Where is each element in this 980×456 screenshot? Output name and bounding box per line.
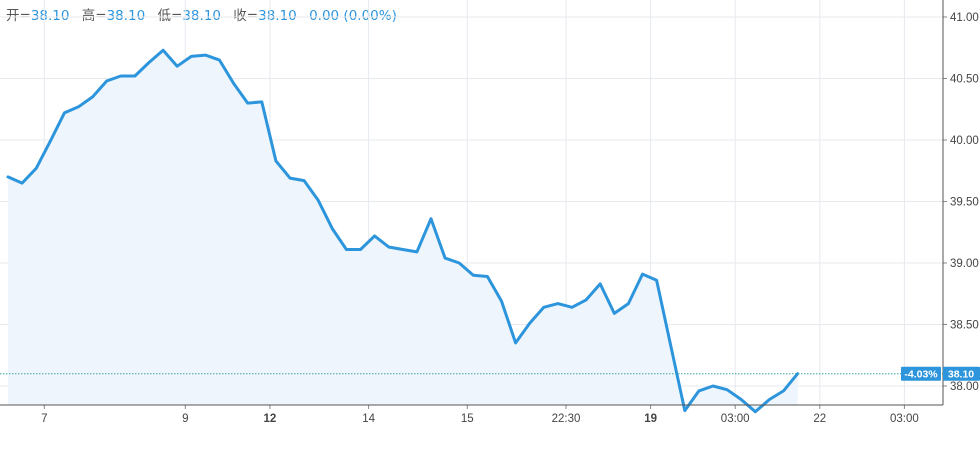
open-group: 开=38.10	[6, 8, 69, 24]
x-tick-label: 12	[264, 413, 277, 425]
y-tick-label: 39.00	[950, 258, 979, 270]
open-label: 开=	[6, 8, 31, 24]
open-value: 38.10	[30, 8, 70, 24]
y-tick-label: 39.50	[950, 197, 979, 209]
y-tick-label: 40.50	[950, 74, 979, 86]
y-tick-label: 41.00	[950, 12, 979, 24]
x-tick-label: 22	[813, 413, 826, 425]
high-group: 高=38.10	[82, 8, 145, 24]
x-tick-label: 03:00	[890, 413, 919, 425]
y-tick-label: 38.00	[950, 381, 979, 393]
x-tick-label: 19	[644, 413, 657, 425]
x-tick-label: 15	[461, 413, 474, 425]
low-value: 38.10	[182, 8, 221, 24]
change-pct-badge	[901, 366, 941, 381]
last-price-badge-label: 38.10	[948, 369, 974, 381]
high-label: 高=	[81, 8, 107, 24]
last-price-badge	[943, 366, 980, 381]
x-axis: 7 9 12 14 15 22:30 19 03:00 22 03:00	[0, 404, 943, 425]
low-group: 低=38.10	[158, 8, 221, 24]
y-tick-label: 38.50	[950, 320, 979, 332]
change-pct-badge-label: -4.03%	[904, 369, 938, 381]
series-area	[8, 50, 798, 412]
low-label: 低=	[157, 8, 183, 24]
y-tick-label: 40.00	[950, 135, 979, 147]
y-axis: 38.00 38.50 39.00 39.50 40.00 40.50 41.00	[942, 0, 979, 405]
x-tick-label: 03:00	[721, 413, 750, 425]
x-tick-label: 14	[362, 413, 375, 425]
high-value: 38.10	[106, 8, 146, 24]
close-group: 收=38.10	[233, 8, 296, 24]
ohlc-legend: 开=38.10 高=38.10 低=38.10 收=38.10 0.00 (0.…	[6, 4, 397, 24]
x-tick-label: 22:30	[552, 413, 581, 425]
x-tick-label: 9	[182, 413, 188, 425]
plot-area	[0, 48, 943, 414]
x-tick-label: 7	[41, 413, 47, 425]
change-pct-value: (0.00%)	[343, 8, 397, 24]
change-value: 0.00	[309, 8, 340, 24]
close-label: 收=	[233, 8, 259, 24]
close-value: 38.10	[258, 8, 297, 24]
price-badges: -4.03% 38.10	[901, 366, 980, 381]
